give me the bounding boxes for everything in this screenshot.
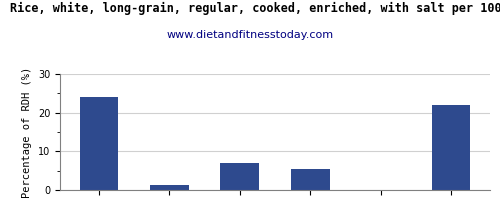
Bar: [432, 105, 470, 190]
Bar: [150, 185, 188, 190]
Text: Rice, white, long-grain, regular, cooked, enriched, with salt per 100g: Rice, white, long-grain, regular, cooked…: [10, 2, 500, 15]
Bar: [291, 169, 330, 190]
Y-axis label: Percentage of RDH (%): Percentage of RDH (%): [22, 66, 32, 198]
Text: www.dietandfitnesstoday.com: www.dietandfitnesstoday.com: [166, 30, 334, 40]
Bar: [80, 97, 118, 190]
Bar: [220, 163, 259, 190]
